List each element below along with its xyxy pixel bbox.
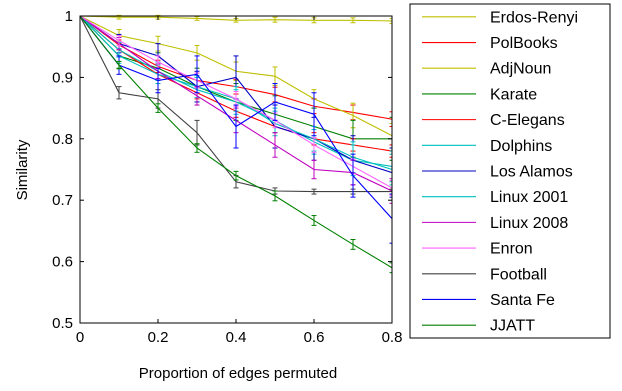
y-tick-label: 1 [65,8,73,25]
x-tick-label: 0.6 [304,329,325,346]
legend-label-adjnoun: AdjNoun [490,61,551,78]
legend-label-linux-2001: Linux 2001 [490,189,568,206]
legend-label-dolphins: Dolphins [490,138,552,155]
y-tick-label: 0.7 [52,192,73,209]
legend-label-santa-fe: Santa Fe [490,292,555,309]
series-erdos-renyi [80,14,392,24]
legend-label-jjatt: JJATT [490,318,535,335]
series-group [80,14,392,274]
legend: Erdos-Renyi PolBooks AdjNoun Karate C-Elegan… [409,3,611,339]
series-santa-fe [80,15,392,244]
legend-label-karate: Karate [490,86,537,103]
y-tick-label: 0.8 [52,131,73,148]
legend-label-linux-2008: Linux 2008 [490,215,568,232]
legend-label-erdos-renyi: Erdos-Renyi [490,9,578,26]
series-enron [80,15,392,196]
series-adjnoun [80,15,392,149]
legend-label-enron: Enron [490,241,533,258]
x-axis-label: Proportion of edges permuted [139,365,337,382]
y-tick-label: 0.6 [52,254,73,271]
legend-label-football: Football [490,266,547,283]
y-tick-label: 0.9 [52,69,73,86]
legend-label-c-elegans: C-Elegans [490,112,565,129]
plot-area [80,14,392,274]
y-tick-label: 0.5 [52,315,73,332]
legend-label-polbooks: PolBooks [490,35,558,52]
legend-label-los-alamos: Los Alamos [490,164,573,181]
x-tick-label: 0.4 [226,329,247,346]
x-tick-label: 0.8 [382,329,403,346]
y-axis-label: Similarity [14,139,31,200]
x-tick-label: 0.2 [148,329,169,346]
series-linux-2001 [80,15,392,186]
x-tick-label: 0 [76,329,84,346]
series-jjatt [80,15,392,274]
axes: 0 0.2 0.4 0.6 0.8 0.5 0.6 0.7 0.8 0.9 1 [52,8,402,346]
